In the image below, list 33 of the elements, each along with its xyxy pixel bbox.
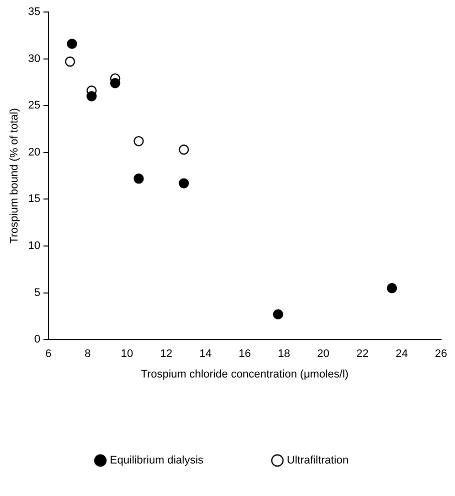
y-tick-label: 10	[28, 240, 40, 252]
x-tick-label: 10	[120, 348, 134, 360]
point	[64, 56, 76, 67]
y-tick-label: 25	[28, 100, 40, 112]
x-tick-label: 26	[434, 348, 448, 360]
point	[178, 144, 189, 155]
x-tick-label: 6	[45, 348, 52, 360]
point	[110, 78, 120, 88]
x-tick-label: 14	[199, 348, 212, 360]
x-tick-label: 12	[160, 348, 172, 360]
x-tick-label: 8	[84, 348, 91, 360]
y-tick-label: 0	[34, 334, 40, 346]
point	[272, 309, 284, 320]
x-tick-label: 20	[317, 348, 330, 360]
point	[86, 91, 97, 102]
x-tick-label: 16	[238, 348, 251, 360]
x-axis-title: Trospium chloride concentration (μmoles/l)	[140, 368, 349, 380]
legend-label: Equilibrium dialysis	[110, 454, 204, 467]
x-tick-label: 24	[396, 348, 408, 360]
y-tick-label: 5	[34, 286, 40, 299]
x-tick-label: 18	[278, 348, 290, 360]
y-tick-label: 30	[28, 52, 40, 65]
y-tick-label: 35	[28, 6, 40, 18]
legend-label: Ultrafiltration	[286, 454, 349, 467]
point	[386, 283, 398, 294]
point	[134, 136, 144, 146]
point	[134, 174, 144, 184]
x-tick-label: 22	[356, 348, 369, 360]
y-axis-title: Trospium bound (% of total)	[8, 108, 21, 244]
point	[178, 178, 189, 188]
point	[66, 38, 78, 49]
y-tick-label: 15	[28, 193, 40, 206]
y-tick-label: 20	[28, 146, 40, 158]
